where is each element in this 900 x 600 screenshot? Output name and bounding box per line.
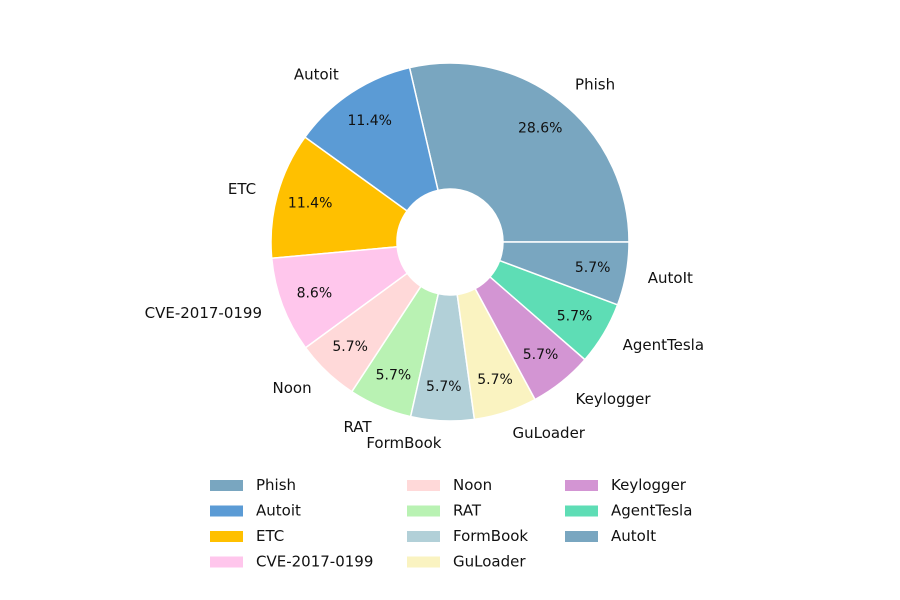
legend-item-agenttesla: AgentTesla <box>565 502 692 520</box>
label-cve-2017-0199: CVE-2017-0199 <box>145 304 262 322</box>
label-autoit: AutoIt <box>648 269 693 287</box>
slice-autoit <box>303 66 439 213</box>
label-noon: Noon <box>273 379 312 397</box>
legend-label: GuLoader <box>453 553 526 571</box>
labels-group: Phish 28.6% Autoit 11.4% ETC 11.4% CVE-2017-01… <box>145 66 704 452</box>
pct-autoit: 11.4% <box>348 113 392 129</box>
legend-swatch <box>407 556 440 568</box>
legend-item-autoit: AutoIt <box>565 527 656 545</box>
legend-item-noon: Noon <box>407 476 492 494</box>
legend-item-phish: Phish <box>210 476 296 494</box>
legend-label: ETC <box>256 527 284 545</box>
label-autoit: Autoit <box>294 66 339 84</box>
legend-label: AgentTesla <box>611 502 692 520</box>
legend-swatch <box>210 505 243 517</box>
pct-autoit: 5.7% <box>575 260 611 276</box>
legend-item-autoit: Autoit <box>210 502 301 520</box>
label-phish: Phish <box>575 76 615 94</box>
legend-label: Autoit <box>256 502 301 520</box>
label-formbook: FormBook <box>366 434 441 452</box>
slice-autoit <box>498 241 630 306</box>
label-etc: ETC <box>228 180 256 198</box>
pct-phish: 28.6% <box>518 120 562 136</box>
legend-label: Keylogger <box>611 476 687 494</box>
pct-noon: 5.7% <box>332 339 368 355</box>
slices-group <box>270 62 630 422</box>
legend-item-formbook: FormBook <box>407 527 528 545</box>
pct-agenttesla: 5.7% <box>557 308 593 324</box>
slice-phish <box>408 62 630 243</box>
label-keylogger: Keylogger <box>576 390 652 408</box>
legend-swatch <box>407 531 440 542</box>
legend-label: RAT <box>453 502 482 520</box>
legend-swatch <box>565 505 598 517</box>
legend-item-guloader: GuLoader <box>407 553 526 571</box>
legend-item-rat: RAT <box>407 502 482 520</box>
legend-label: AutoIt <box>611 527 656 545</box>
legend-swatch <box>565 531 598 542</box>
label-agenttesla: AgentTesla <box>623 336 704 354</box>
legend-item-etc: ETC <box>210 527 284 545</box>
legend-swatch <box>210 480 243 491</box>
legend-label: Phish <box>256 476 296 494</box>
legend-swatch <box>565 480 598 491</box>
legend-swatch <box>210 531 243 542</box>
legend-label: CVE-2017-0199 <box>256 553 373 571</box>
legend-label: Noon <box>453 476 492 494</box>
legend-swatch <box>407 480 440 491</box>
legend-item-cve-2017-0199: CVE-2017-0199 <box>210 553 373 571</box>
label-guloader: GuLoader <box>512 424 585 442</box>
pct-guloader: 5.7% <box>477 372 513 388</box>
pct-rat: 5.7% <box>376 367 412 383</box>
label-rat: RAT <box>343 418 372 436</box>
pct-keylogger: 5.7% <box>523 347 559 363</box>
legend-swatch <box>210 556 243 568</box>
pct-cve-2017-0199: 8.6% <box>297 285 333 301</box>
legend-item-keylogger: Keylogger <box>565 476 687 494</box>
pct-etc: 11.4% <box>288 196 332 212</box>
legend-label: FormBook <box>453 527 528 545</box>
pct-formbook: 5.7% <box>426 379 462 395</box>
slice-etc <box>270 136 409 260</box>
legend-swatch <box>407 505 440 517</box>
legend: Phish Autoit ETC CVE-2017-0199 Noon RAT FormBo… <box>210 476 692 571</box>
